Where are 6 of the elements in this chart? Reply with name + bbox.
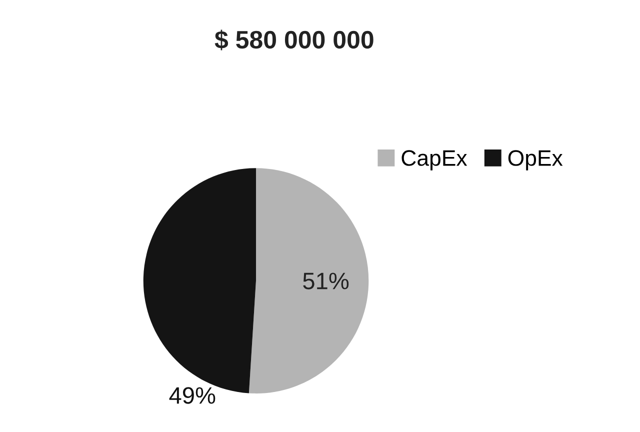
legend-label: CapEx <box>402 150 468 170</box>
chart-title: $ 580 000 000 <box>214 30 374 50</box>
pie-slice <box>248 168 369 394</box>
data-label: 49% <box>169 387 216 404</box>
legend-label: OpEx <box>508 150 563 170</box>
data-label: 51% <box>303 272 349 290</box>
